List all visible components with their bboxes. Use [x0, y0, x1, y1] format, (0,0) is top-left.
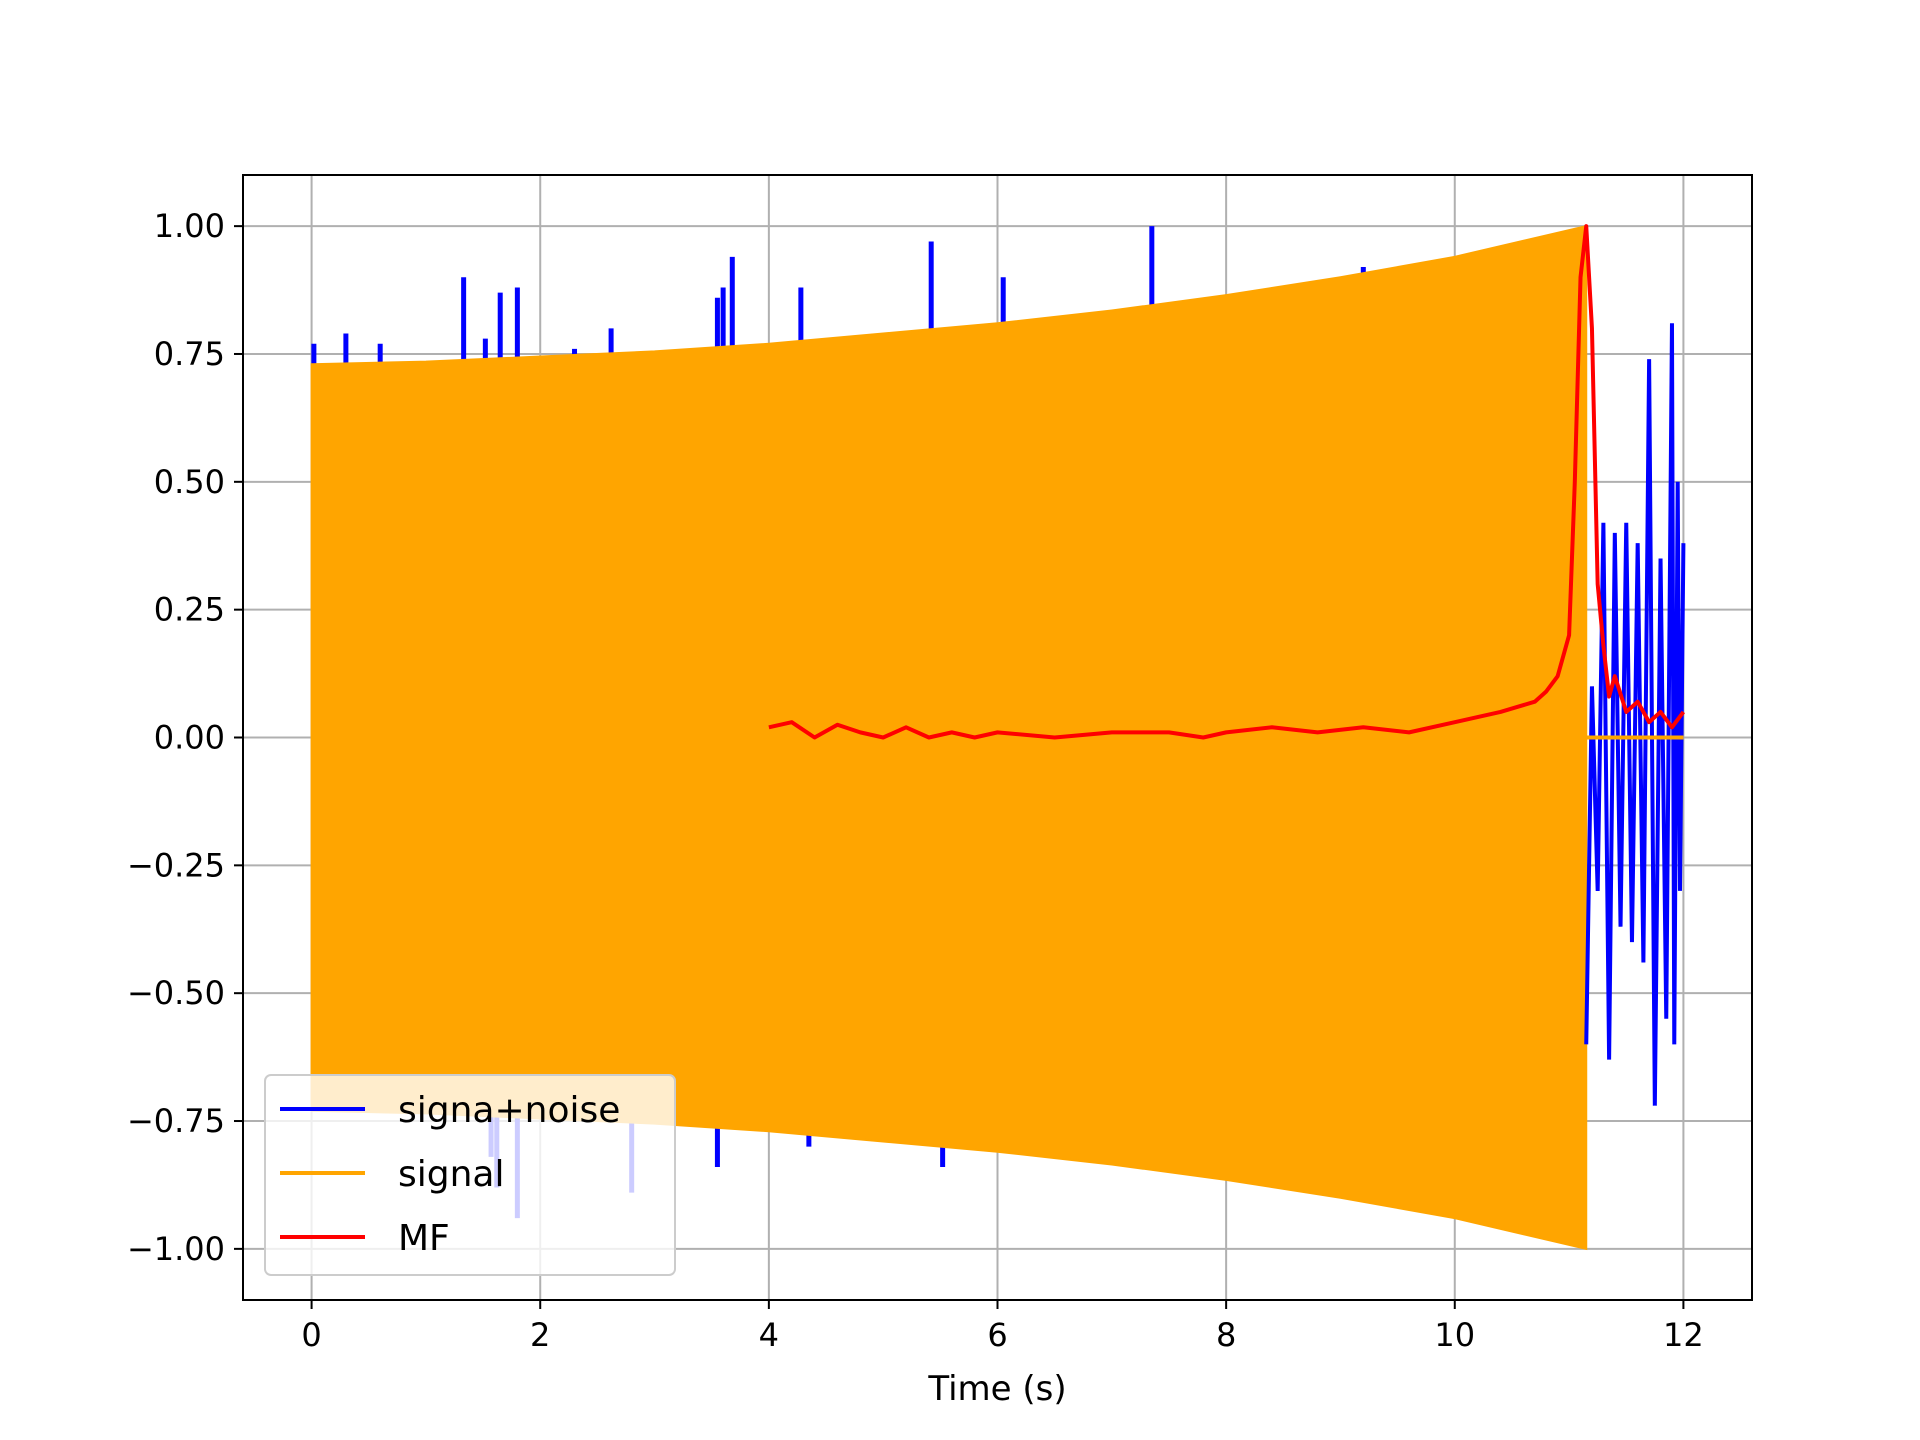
legend-entry-label: MF	[398, 1218, 450, 1259]
x-tick-label: 0	[301, 1316, 321, 1354]
x-tick-label: 12	[1663, 1316, 1704, 1354]
y-tick-label: 0.50	[154, 463, 225, 501]
y-tick-label: −0.25	[127, 846, 225, 884]
x-tick-label: 8	[1216, 1316, 1236, 1354]
y-tick-label: −0.75	[127, 1102, 225, 1140]
y-tick-label: 0.75	[154, 335, 225, 373]
ticks: 0 2 4 6 8 10 12 1.00 0.75 0.50 0.25 0.00 −0.25 −0.50 −…	[127, 207, 1704, 1354]
legend: signa+noise signal MF	[264, 1074, 676, 1276]
noise-tail-line	[1584, 323, 1686, 1106]
x-axis-label: Time (s)	[927, 1369, 1066, 1409]
y-tick-label: 0.00	[154, 719, 225, 757]
x-tick-label: 2	[530, 1316, 550, 1354]
legend-box	[264, 1074, 676, 1276]
legend-entry-label: signal	[398, 1154, 505, 1195]
y-tick-label: 0.25	[154, 591, 225, 629]
legend-entry-label: signa+noise	[398, 1090, 620, 1131]
x-tick-label: 10	[1434, 1316, 1475, 1354]
y-tick-label: 1.00	[154, 207, 225, 245]
mf-line	[768, 224, 1686, 740]
y-tick-label: −1.00	[127, 1230, 225, 1268]
y-tick-label: −0.50	[127, 974, 225, 1012]
x-tick-label: 4	[759, 1316, 779, 1354]
x-tick-label: 6	[987, 1316, 1007, 1354]
